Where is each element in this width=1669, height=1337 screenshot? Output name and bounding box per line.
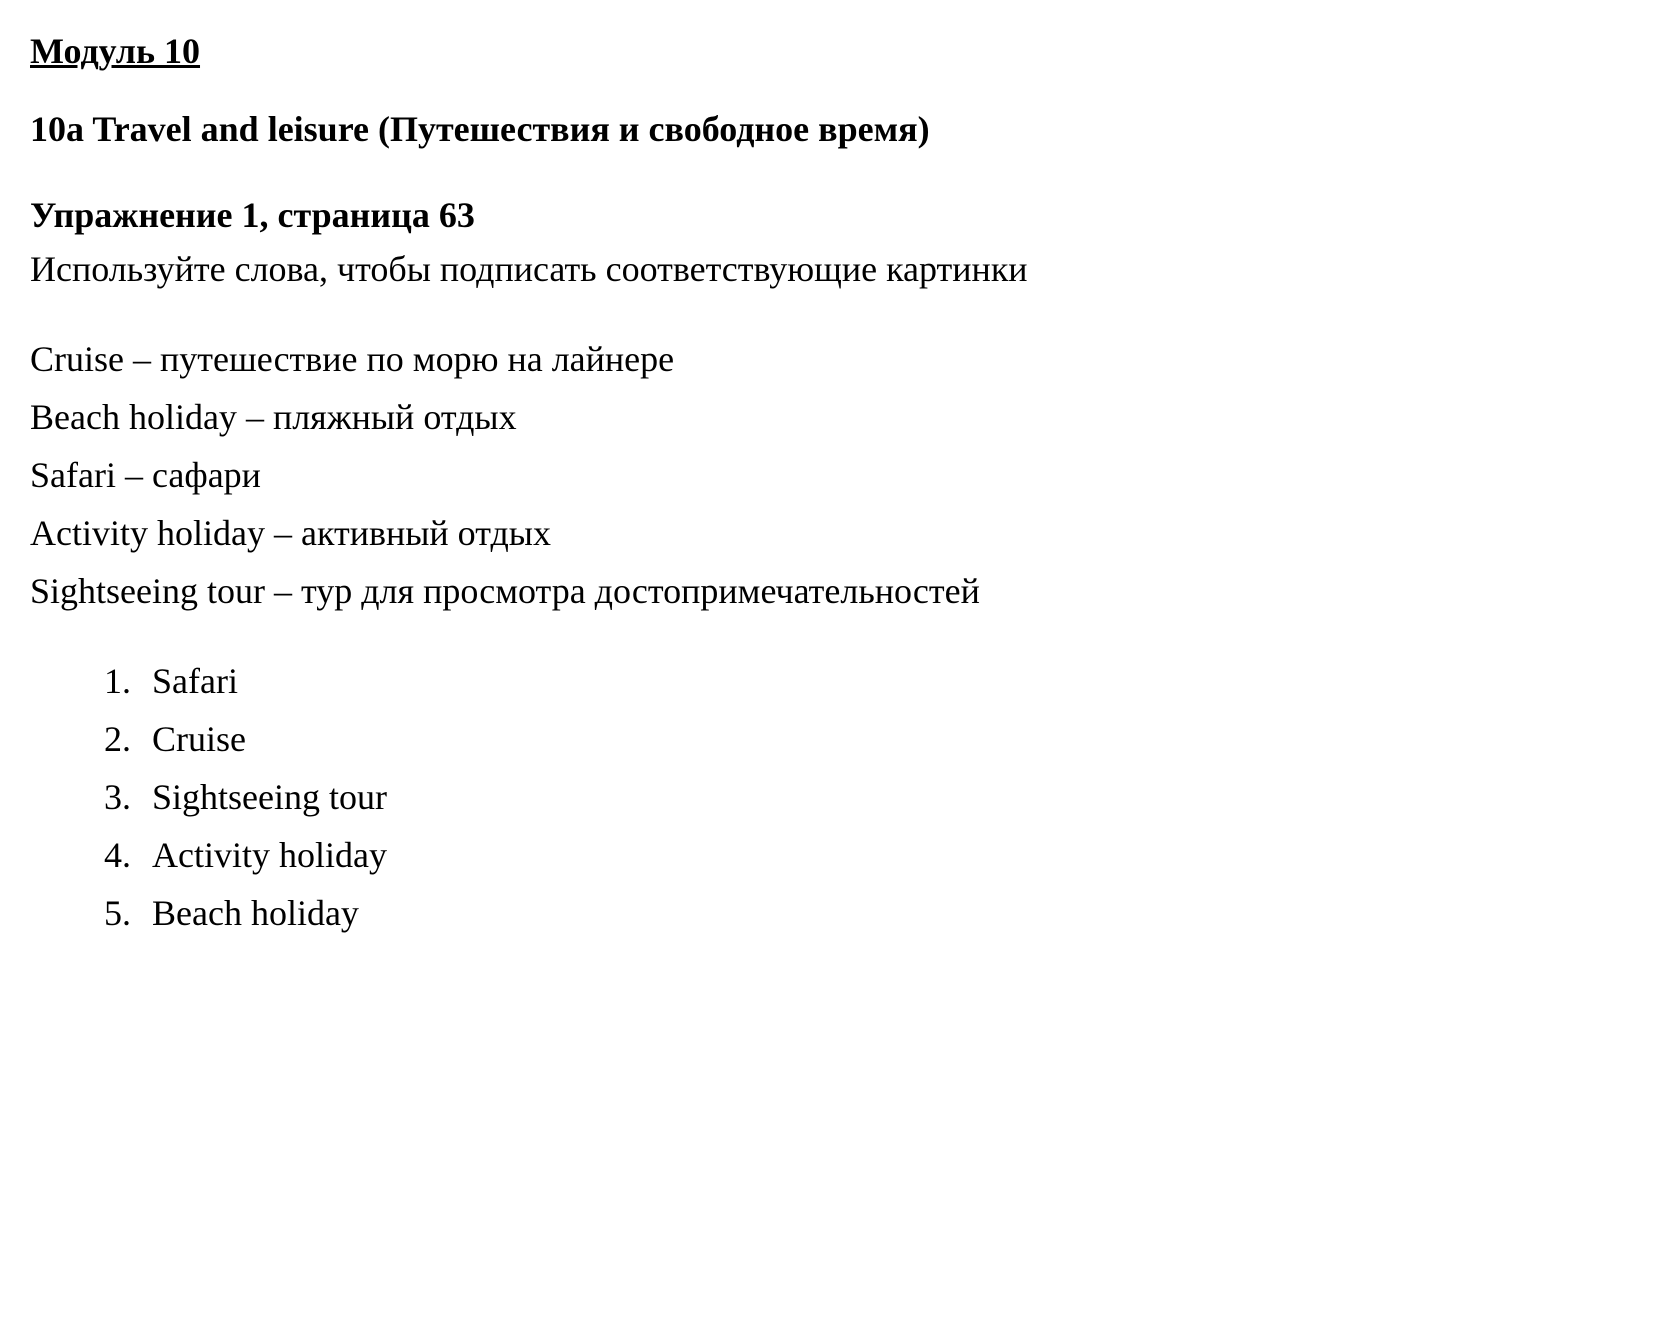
answer-number: 2. [104,718,152,760]
vocab-separator: – [124,339,160,379]
vocab-term: Sightseeing tour [30,571,265,611]
answer-text: Activity holiday [152,834,387,876]
answer-text: Sightseeing tour [152,776,387,818]
answer-item: 4. Activity holiday [104,834,1639,876]
vocab-term: Safari [30,455,116,495]
vocab-item: Activity holiday – активный отдых [30,512,1639,554]
vocab-item: Cruise – путешествие по морю на лайнере [30,338,1639,380]
vocab-separator: – [265,513,301,553]
vocab-term: Cruise [30,339,124,379]
answer-number: 1. [104,660,152,702]
answer-item: 3. Sightseeing tour [104,776,1639,818]
vocab-separator: – [116,455,152,495]
answer-number: 3. [104,776,152,818]
vocab-separator: – [265,571,301,611]
vocabulary-block: Cruise – путешествие по морю на лайнере … [30,338,1639,612]
vocab-term: Beach holiday [30,397,237,437]
answer-item: 2. Cruise [104,718,1639,760]
vocab-translation: активный отдых [301,513,551,553]
vocab-translation: тур для просмотра достопримечательностей [301,571,980,611]
answer-text: Safari [152,660,238,702]
vocab-separator: – [237,397,273,437]
answer-item: 5. Beach holiday [104,892,1639,934]
vocab-translation: пляжный отдых [273,397,517,437]
vocab-item: Sightseeing tour – тур для просмотра дос… [30,570,1639,612]
exercise-heading: Упражнение 1, страница 63 [30,194,1639,236]
vocab-item: Safari – сафари [30,454,1639,496]
answer-number: 5. [104,892,152,934]
answer-text: Beach holiday [152,892,359,934]
module-heading: Модуль 10 [30,30,1639,72]
vocab-translation: путешествие по морю на лайнере [160,339,674,379]
section-heading: 10a Travel and leisure (Путешествия и св… [30,108,1639,150]
vocab-term: Activity holiday [30,513,265,553]
answers-list: 1. Safari 2. Cruise 3. Sightseeing tour … [30,660,1639,934]
vocab-item: Beach holiday – пляжный отдых [30,396,1639,438]
vocab-translation: сафари [152,455,261,495]
exercise-instruction: Используйте слова, чтобы подписать соотв… [30,248,1639,290]
answer-number: 4. [104,834,152,876]
answer-item: 1. Safari [104,660,1639,702]
answer-text: Cruise [152,718,246,760]
